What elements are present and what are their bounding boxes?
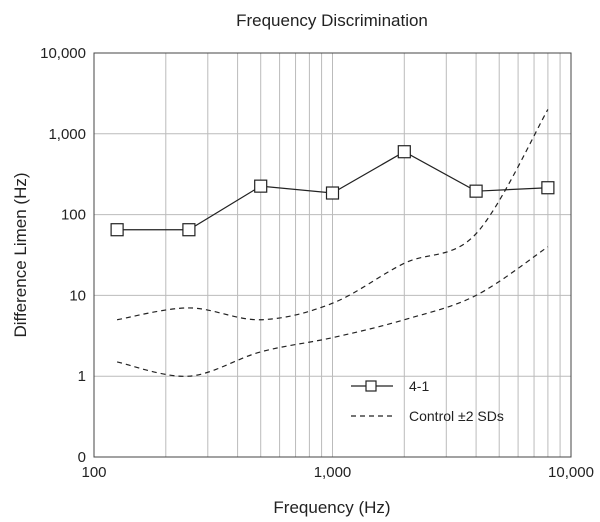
- y-axis-title: Difference Limen (Hz): [11, 172, 30, 337]
- data-point-marker: [110, 223, 124, 237]
- data-point-marker: [325, 186, 340, 200]
- legend-marker-4-1: [365, 380, 377, 392]
- y-tick-label: 1: [78, 368, 86, 385]
- y-tick-label: 10: [69, 287, 86, 304]
- x-tick-labels: 100 1,000 10,000: [81, 464, 593, 481]
- data-point-marker: [541, 181, 555, 195]
- legend-label-control: Control ±2 SDs: [409, 408, 504, 424]
- grid-layer: [94, 53, 571, 457]
- x-tick-label: 1,000: [314, 464, 352, 481]
- series-line-2: [116, 246, 549, 377]
- y-tick-label: 1,000: [48, 126, 86, 143]
- x-axis-title: Frequency (Hz): [273, 498, 390, 517]
- y-tick-label: 0: [78, 449, 86, 466]
- legend-label-4-1: 4-1: [409, 378, 429, 394]
- data-point-marker: [469, 184, 483, 198]
- data-point-marker: [182, 223, 196, 237]
- y-tick-label: 10,000: [40, 45, 86, 62]
- x-tick-label: 10,000: [548, 464, 594, 481]
- y-tick-labels: 0 1 10 100 1,000 10,000: [40, 45, 86, 466]
- series-line-1: [117, 109, 549, 321]
- data-point-marker: [254, 179, 268, 193]
- y-tick-label: 100: [61, 207, 86, 224]
- data-point-marker: [397, 145, 411, 159]
- x-tick-label: 100: [81, 464, 106, 481]
- legend: 4-1 Control ±2 SDs: [351, 378, 504, 424]
- plot-frame: [93, 52, 572, 458]
- chart-title: Frequency Discrimination: [236, 11, 428, 30]
- series-layer: [110, 109, 555, 377]
